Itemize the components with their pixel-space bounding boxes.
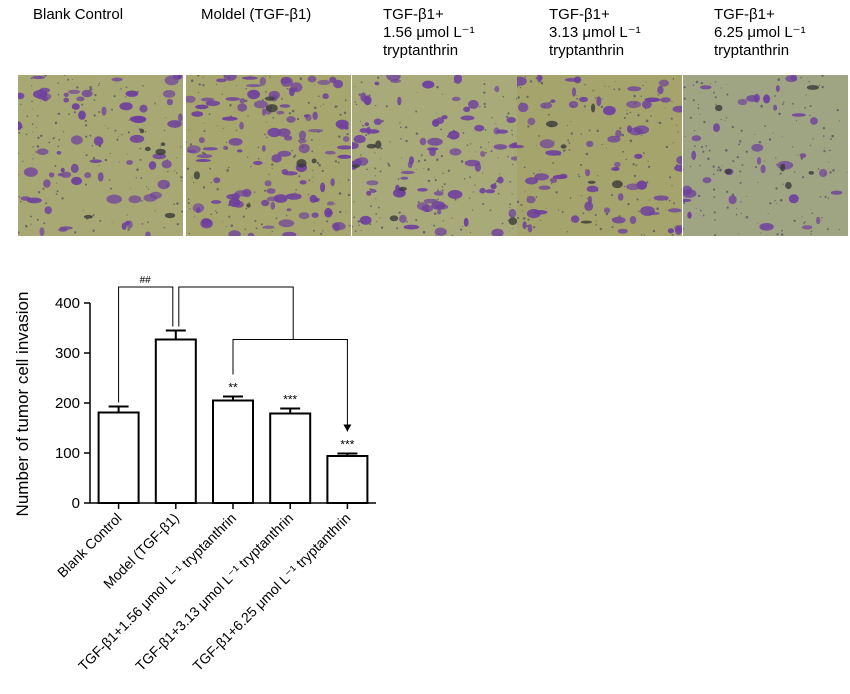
- y-tick-label: 400: [55, 295, 80, 312]
- micrograph-texture: [683, 75, 848, 236]
- bar: [212, 399, 254, 504]
- bar: [269, 412, 312, 504]
- y-tick-label: 200: [55, 395, 80, 412]
- micrograph-texture: [186, 75, 351, 236]
- significance-label: ***: [340, 438, 354, 452]
- panel-label-model: Moldel (TGF-β1): [201, 6, 312, 23]
- bar: [97, 411, 140, 504]
- y-tick-label: 100: [55, 445, 80, 462]
- bar: [326, 455, 369, 504]
- micrograph-texture: [352, 75, 517, 236]
- bar: [154, 338, 197, 504]
- micrograph-texture: [18, 75, 183, 236]
- significance-label: **: [228, 381, 238, 395]
- micrograph-model: [186, 75, 351, 236]
- bracket-label: ##: [140, 275, 152, 286]
- significance-label: ***: [283, 393, 297, 407]
- y-tick-label: 0: [72, 495, 80, 512]
- bars-group: ********: [97, 329, 369, 509]
- micrograph-texture: [517, 75, 682, 236]
- panel-label-3-13: TGF-β1+ 3.13 μmol L⁻¹ tryptanthrin: [549, 6, 641, 59]
- y-tick-label: 300: [55, 345, 80, 362]
- micrograph-3-13: [517, 75, 682, 236]
- micrograph-blank-control: [18, 75, 183, 236]
- y-axis-label: Number of tumor cell invasion: [13, 292, 32, 517]
- micrograph-6-25: [683, 75, 848, 236]
- bracket-arrowhead: [343, 424, 352, 432]
- panel-label-blank-control: Blank Control: [33, 6, 124, 23]
- significance-brackets: ##: [118, 275, 352, 432]
- panel-label-6-25: TGF-β1+ 6.25 μmol L⁻¹ tryptanthrin: [714, 6, 806, 59]
- bracket-model-to-treatments: [178, 286, 294, 340]
- bracket-treatment-groups: [232, 339, 348, 432]
- bracket-blank-vs-model: [118, 286, 174, 403]
- micrograph-1-56: [352, 75, 517, 236]
- panel-label-1-56: TGF-β1+ 1.56 μmol L⁻¹ tryptanthrin: [383, 6, 475, 59]
